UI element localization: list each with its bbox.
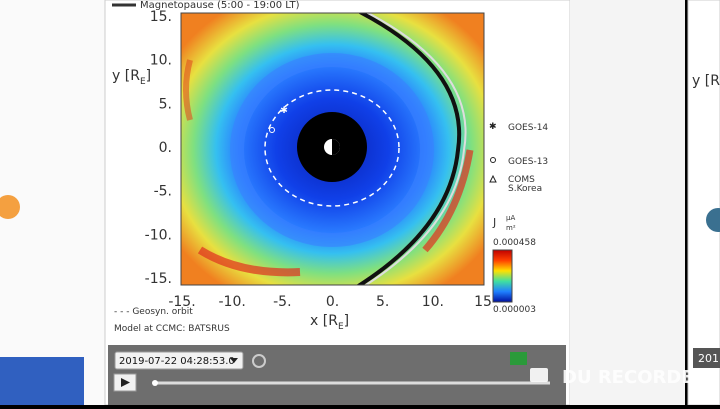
colorbar-unit-num: μA xyxy=(506,214,515,222)
model-note: Model at CCMC: BATSRUS xyxy=(114,324,230,334)
date-text: 2019-07-22 04:28:53.0 xyxy=(119,356,235,367)
magnetopause xyxy=(356,13,462,285)
y-tick-label: 5. xyxy=(159,96,172,112)
coms-symbol xyxy=(489,174,497,183)
right-panel xyxy=(687,0,720,406)
y-tick-label: 15. xyxy=(150,9,172,25)
ring xyxy=(230,53,434,247)
goes14-marker: ✱ xyxy=(280,106,288,116)
x-tick-label: 5. xyxy=(376,294,389,310)
y-label-end: ] xyxy=(146,68,151,84)
streak xyxy=(197,246,301,277)
colorbar-label: J xyxy=(492,216,496,229)
refresh-button[interactable] xyxy=(252,354,266,368)
play-icon xyxy=(121,378,130,387)
right-globe xyxy=(706,208,720,232)
x-tick-label: -15. xyxy=(168,294,195,310)
goes14-symbol: ✱ xyxy=(489,122,497,132)
colorbar xyxy=(492,249,513,303)
recorder-watermark: DU RECORDER xyxy=(562,367,708,388)
y-label-text: y [R xyxy=(112,68,140,84)
x-tick-label: 15 xyxy=(474,294,492,310)
geosync-orbit xyxy=(264,89,400,207)
orbit-note: - - - Geosyn. orbit xyxy=(114,307,193,317)
x-tick-label: 10. xyxy=(422,294,444,310)
legend-goes13: GOES-13 xyxy=(508,157,548,167)
plot-frame xyxy=(180,12,485,286)
x-tick-label: -10. xyxy=(219,294,246,310)
right-date xyxy=(693,348,720,368)
x-label-sub: E xyxy=(338,322,344,332)
right-y-label: y [R xyxy=(692,73,720,89)
y-tick-label: -10. xyxy=(145,227,172,243)
colorbar-min: 0.000003 xyxy=(493,305,536,315)
colorbar-unit-den: m² xyxy=(506,224,516,232)
x-tick-label: 0. xyxy=(326,294,339,310)
x-ticks: -15. -10. -5. 0. 5. 10. 15 xyxy=(168,294,492,310)
goes13-marker xyxy=(269,127,275,133)
x-label-text: x [R xyxy=(310,313,338,329)
y-label: y [RE] xyxy=(112,68,151,87)
dropdown-arrow xyxy=(230,358,238,363)
plot-title: Magnetopause (5:00 - 19:00 LT) xyxy=(140,0,300,11)
legend-goes14: GOES-14 xyxy=(508,123,548,133)
plot-image: ✱ xyxy=(181,13,484,285)
date-dropdown[interactable] xyxy=(114,351,244,370)
avatar xyxy=(0,357,84,405)
x-tick-label: -5. xyxy=(273,294,291,310)
streak xyxy=(422,149,474,253)
magnetopause-edge xyxy=(363,13,467,285)
recorder-icon xyxy=(530,368,548,382)
x-label: x [RE] xyxy=(310,313,349,332)
x-label-end: ] xyxy=(344,313,349,329)
timeline-handle[interactable] xyxy=(152,380,158,386)
goes13-symbol xyxy=(490,157,496,163)
earth-night xyxy=(332,139,340,155)
legend-korea: S.Korea xyxy=(508,184,542,194)
y-label-sub: E xyxy=(140,77,146,87)
right-date-text: 201 xyxy=(698,352,719,365)
legend-coms: COMS xyxy=(508,175,535,185)
flag-button[interactable] xyxy=(510,352,527,365)
y-tick-label: 0. xyxy=(159,140,172,156)
y-tick-label: 10. xyxy=(150,53,172,69)
gap xyxy=(570,0,685,405)
colorbar-max: 0.000458 xyxy=(493,238,536,248)
side-icon xyxy=(0,195,20,219)
y-tick-label: -15. xyxy=(145,271,172,287)
streak xyxy=(183,59,193,121)
y-ticks: 15. 10. 5. 0. -5. -10. -15. xyxy=(145,9,172,287)
y-tick-label: -5. xyxy=(154,184,172,200)
